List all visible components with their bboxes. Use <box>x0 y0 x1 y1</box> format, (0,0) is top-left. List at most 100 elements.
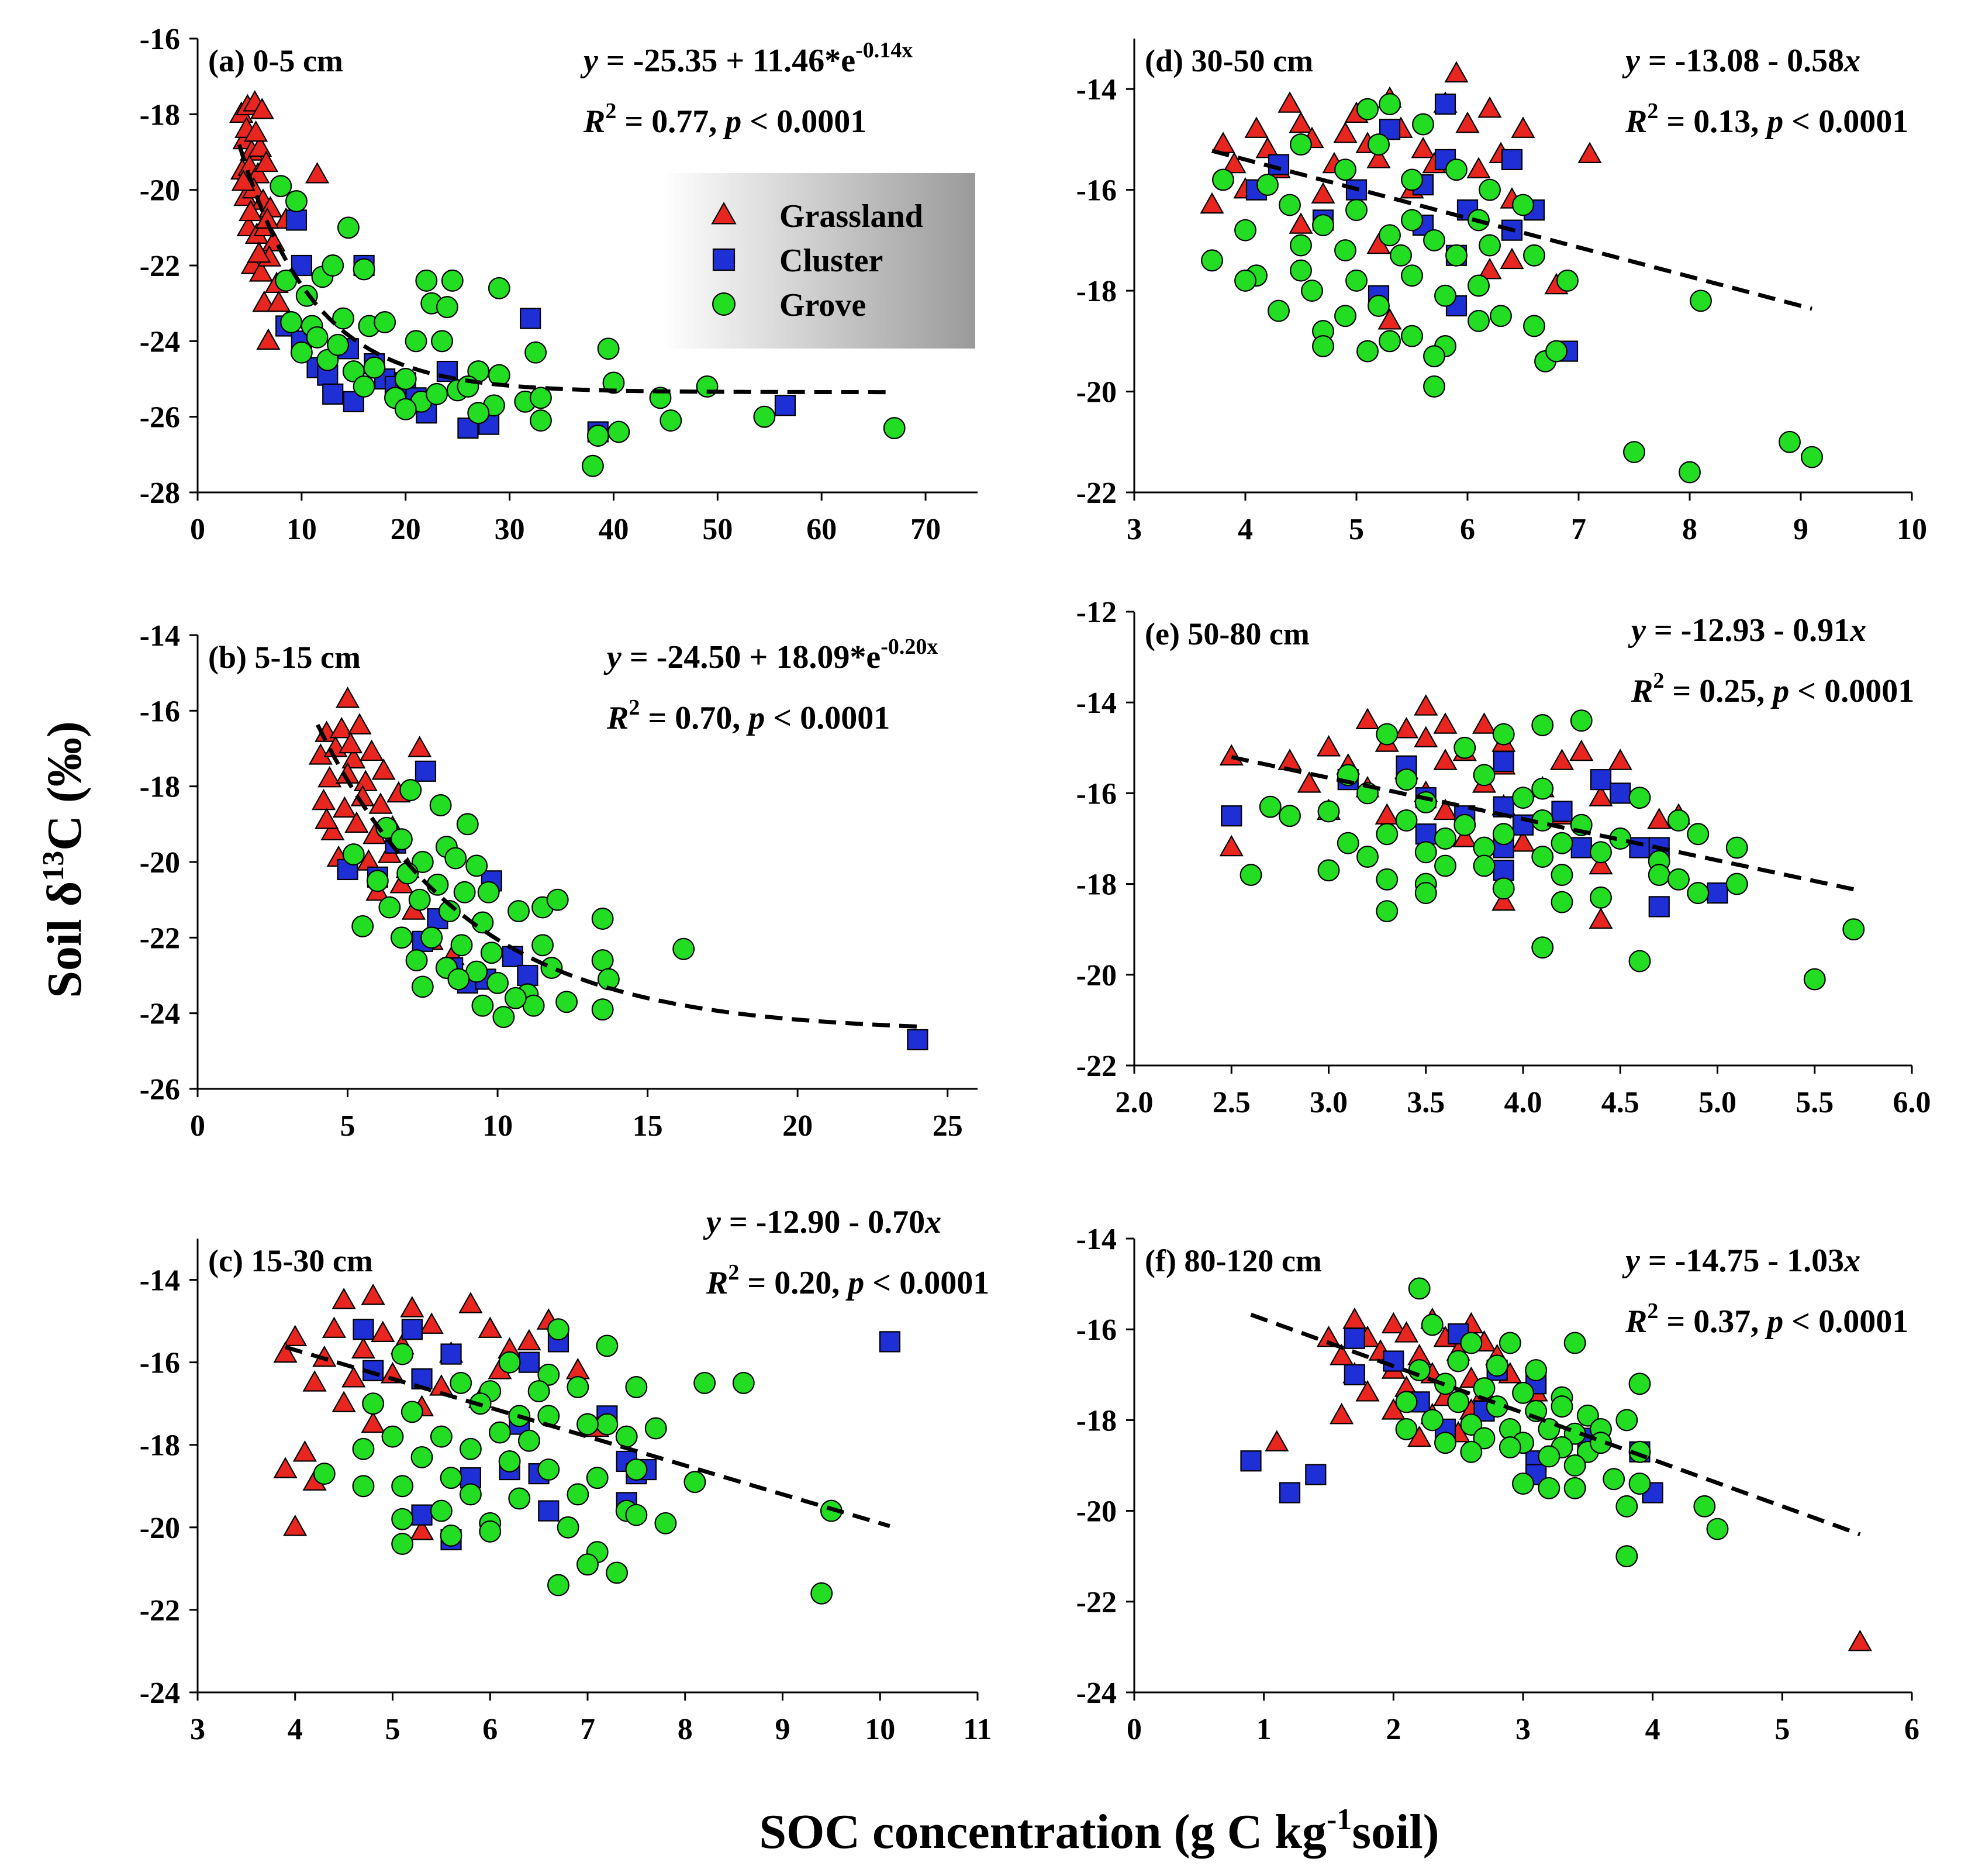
eq-exponent: -0.20x <box>881 634 938 659</box>
fit-line <box>1250 1312 1861 1537</box>
p-label: p <box>1770 673 1789 709</box>
data-point-grove <box>1401 264 1423 287</box>
y-tick-label: -14 <box>1076 687 1117 720</box>
x-tick-label: 3.0 <box>1310 1086 1348 1119</box>
data-point-grove <box>567 1376 589 1398</box>
panel-f: 0 1 2 3 4 5 6 -14 -16 -18 -20 -22 -24 (f) 80-120 cm y … <box>1076 1223 1919 1746</box>
data-point-grove <box>441 269 464 292</box>
data-point-grove <box>415 269 438 292</box>
data-point-grove <box>1414 841 1437 864</box>
data-point-grassland <box>1511 116 1535 138</box>
x-tick-label: 40 <box>598 513 629 546</box>
x-tick-label: 5 <box>340 1109 355 1143</box>
r2-value: = 0.77, <box>616 104 725 140</box>
eq-y: y <box>1622 1243 1641 1279</box>
eq-body: = -13.08 - 0.58 <box>1640 43 1844 79</box>
data-point-grove <box>1434 284 1456 307</box>
data-point-grove <box>1551 832 1573 854</box>
data-point-grove <box>332 307 354 330</box>
r2-value: = 0.20, <box>739 1265 848 1301</box>
data-point-grove <box>530 387 552 409</box>
data-point-grassland <box>1569 739 1594 761</box>
r2-sup: 2 <box>1647 99 1658 123</box>
data-point-grove <box>1603 1468 1625 1491</box>
shared-x-axis-label: SOC concentration (g C kg-1soil) <box>759 1803 1439 1859</box>
data-point-cluster <box>1610 782 1631 804</box>
data-point-grove <box>374 311 396 333</box>
data-point-grove <box>479 1520 502 1543</box>
data-point-grove <box>1512 194 1534 216</box>
y-tick-label: -20 <box>140 846 180 880</box>
p-value: < 0.0001 <box>765 700 890 736</box>
x-tick-label: 20 <box>391 513 421 546</box>
x-tick-label: 7 <box>580 1713 595 1746</box>
data-point-cluster <box>291 254 312 277</box>
data-point-cluster <box>457 417 479 439</box>
data-point-grove <box>450 1371 472 1394</box>
data-point-grassland <box>1549 749 1575 770</box>
data-point-grassland <box>1411 136 1435 158</box>
data-point-grove <box>362 1392 385 1415</box>
data-point-grove <box>1376 723 1399 746</box>
y-tick-label: -18 <box>1076 868 1117 902</box>
data-point-grove <box>1628 950 1651 973</box>
data-point-cluster <box>1240 1450 1262 1472</box>
r2-R: R <box>706 1265 728 1301</box>
data-point-grassland <box>1491 889 1516 911</box>
data-point-grassland <box>302 1370 327 1392</box>
data-point-grove <box>1523 315 1545 337</box>
data-point-grassland <box>1394 1321 1419 1343</box>
fit-line <box>285 1345 890 1529</box>
data-point-grove <box>456 813 479 836</box>
data-point-grove <box>1687 882 1710 905</box>
data-point-grove <box>477 881 500 903</box>
data-point-grove <box>530 409 552 432</box>
panel-e: 2.0 2.5 3.0 3.5 4.0 4.5 5.0 5.5 6.0 -12 -14 -16 -18 -… <box>1076 596 1931 1119</box>
data-point-grove <box>390 828 413 851</box>
y-tick-label: -20 <box>1076 1495 1117 1529</box>
data-point-grove <box>420 926 443 949</box>
data-point-grove <box>1628 1372 1651 1395</box>
data-point-grove <box>1479 178 1501 201</box>
data-point-grove <box>498 1351 521 1374</box>
panel-title: (a) 0-5 cm <box>208 43 343 78</box>
panel-title: (c) 15-30 cm <box>208 1243 373 1278</box>
data-point-grove <box>518 1429 540 1452</box>
data-point-grove <box>1312 335 1334 357</box>
data-point-grove <box>488 1421 511 1444</box>
x-tick-label: 5.0 <box>1698 1086 1736 1119</box>
data-point-grove <box>1434 827 1456 850</box>
data-point-grassland <box>371 758 396 780</box>
data-point-grove <box>1376 823 1399 846</box>
series-grove <box>1240 709 1865 991</box>
legend-label-grove: Grove <box>779 287 866 323</box>
eq-y: y <box>603 639 622 675</box>
data-point-grove <box>1423 229 1445 251</box>
data-point-grove <box>527 1380 550 1402</box>
data-point-grassland <box>1589 853 1613 875</box>
data-point-grove <box>391 1508 414 1530</box>
data-point-grassland <box>1433 798 1458 820</box>
y-tick-label: -14 <box>1076 73 1117 106</box>
data-point-grove <box>280 311 303 333</box>
data-point-grove <box>408 888 431 911</box>
data-point-grove <box>557 1516 579 1539</box>
y-tick-label: -18 <box>1076 1404 1117 1437</box>
data-point-grassland <box>311 788 336 811</box>
data-point-grove <box>1356 98 1379 120</box>
data-point-grove <box>696 375 719 398</box>
data-point-grove <box>1563 1454 1586 1477</box>
data-point-grassland <box>322 1316 347 1338</box>
data-point-grassland <box>1278 91 1302 113</box>
data-point-grove <box>1290 259 1312 282</box>
data-point-grassland <box>1377 308 1402 330</box>
data-point-cluster <box>1590 769 1612 791</box>
data-point-grove <box>1395 1418 1418 1440</box>
data-point-grove <box>581 454 604 477</box>
data-point-grove <box>1531 936 1554 959</box>
data-point-grove <box>405 330 427 353</box>
data-point-grassland <box>283 1515 308 1536</box>
y-tick-label: -18 <box>140 1429 180 1463</box>
data-point-grove <box>615 1425 638 1448</box>
data-point-grove <box>1570 709 1593 732</box>
